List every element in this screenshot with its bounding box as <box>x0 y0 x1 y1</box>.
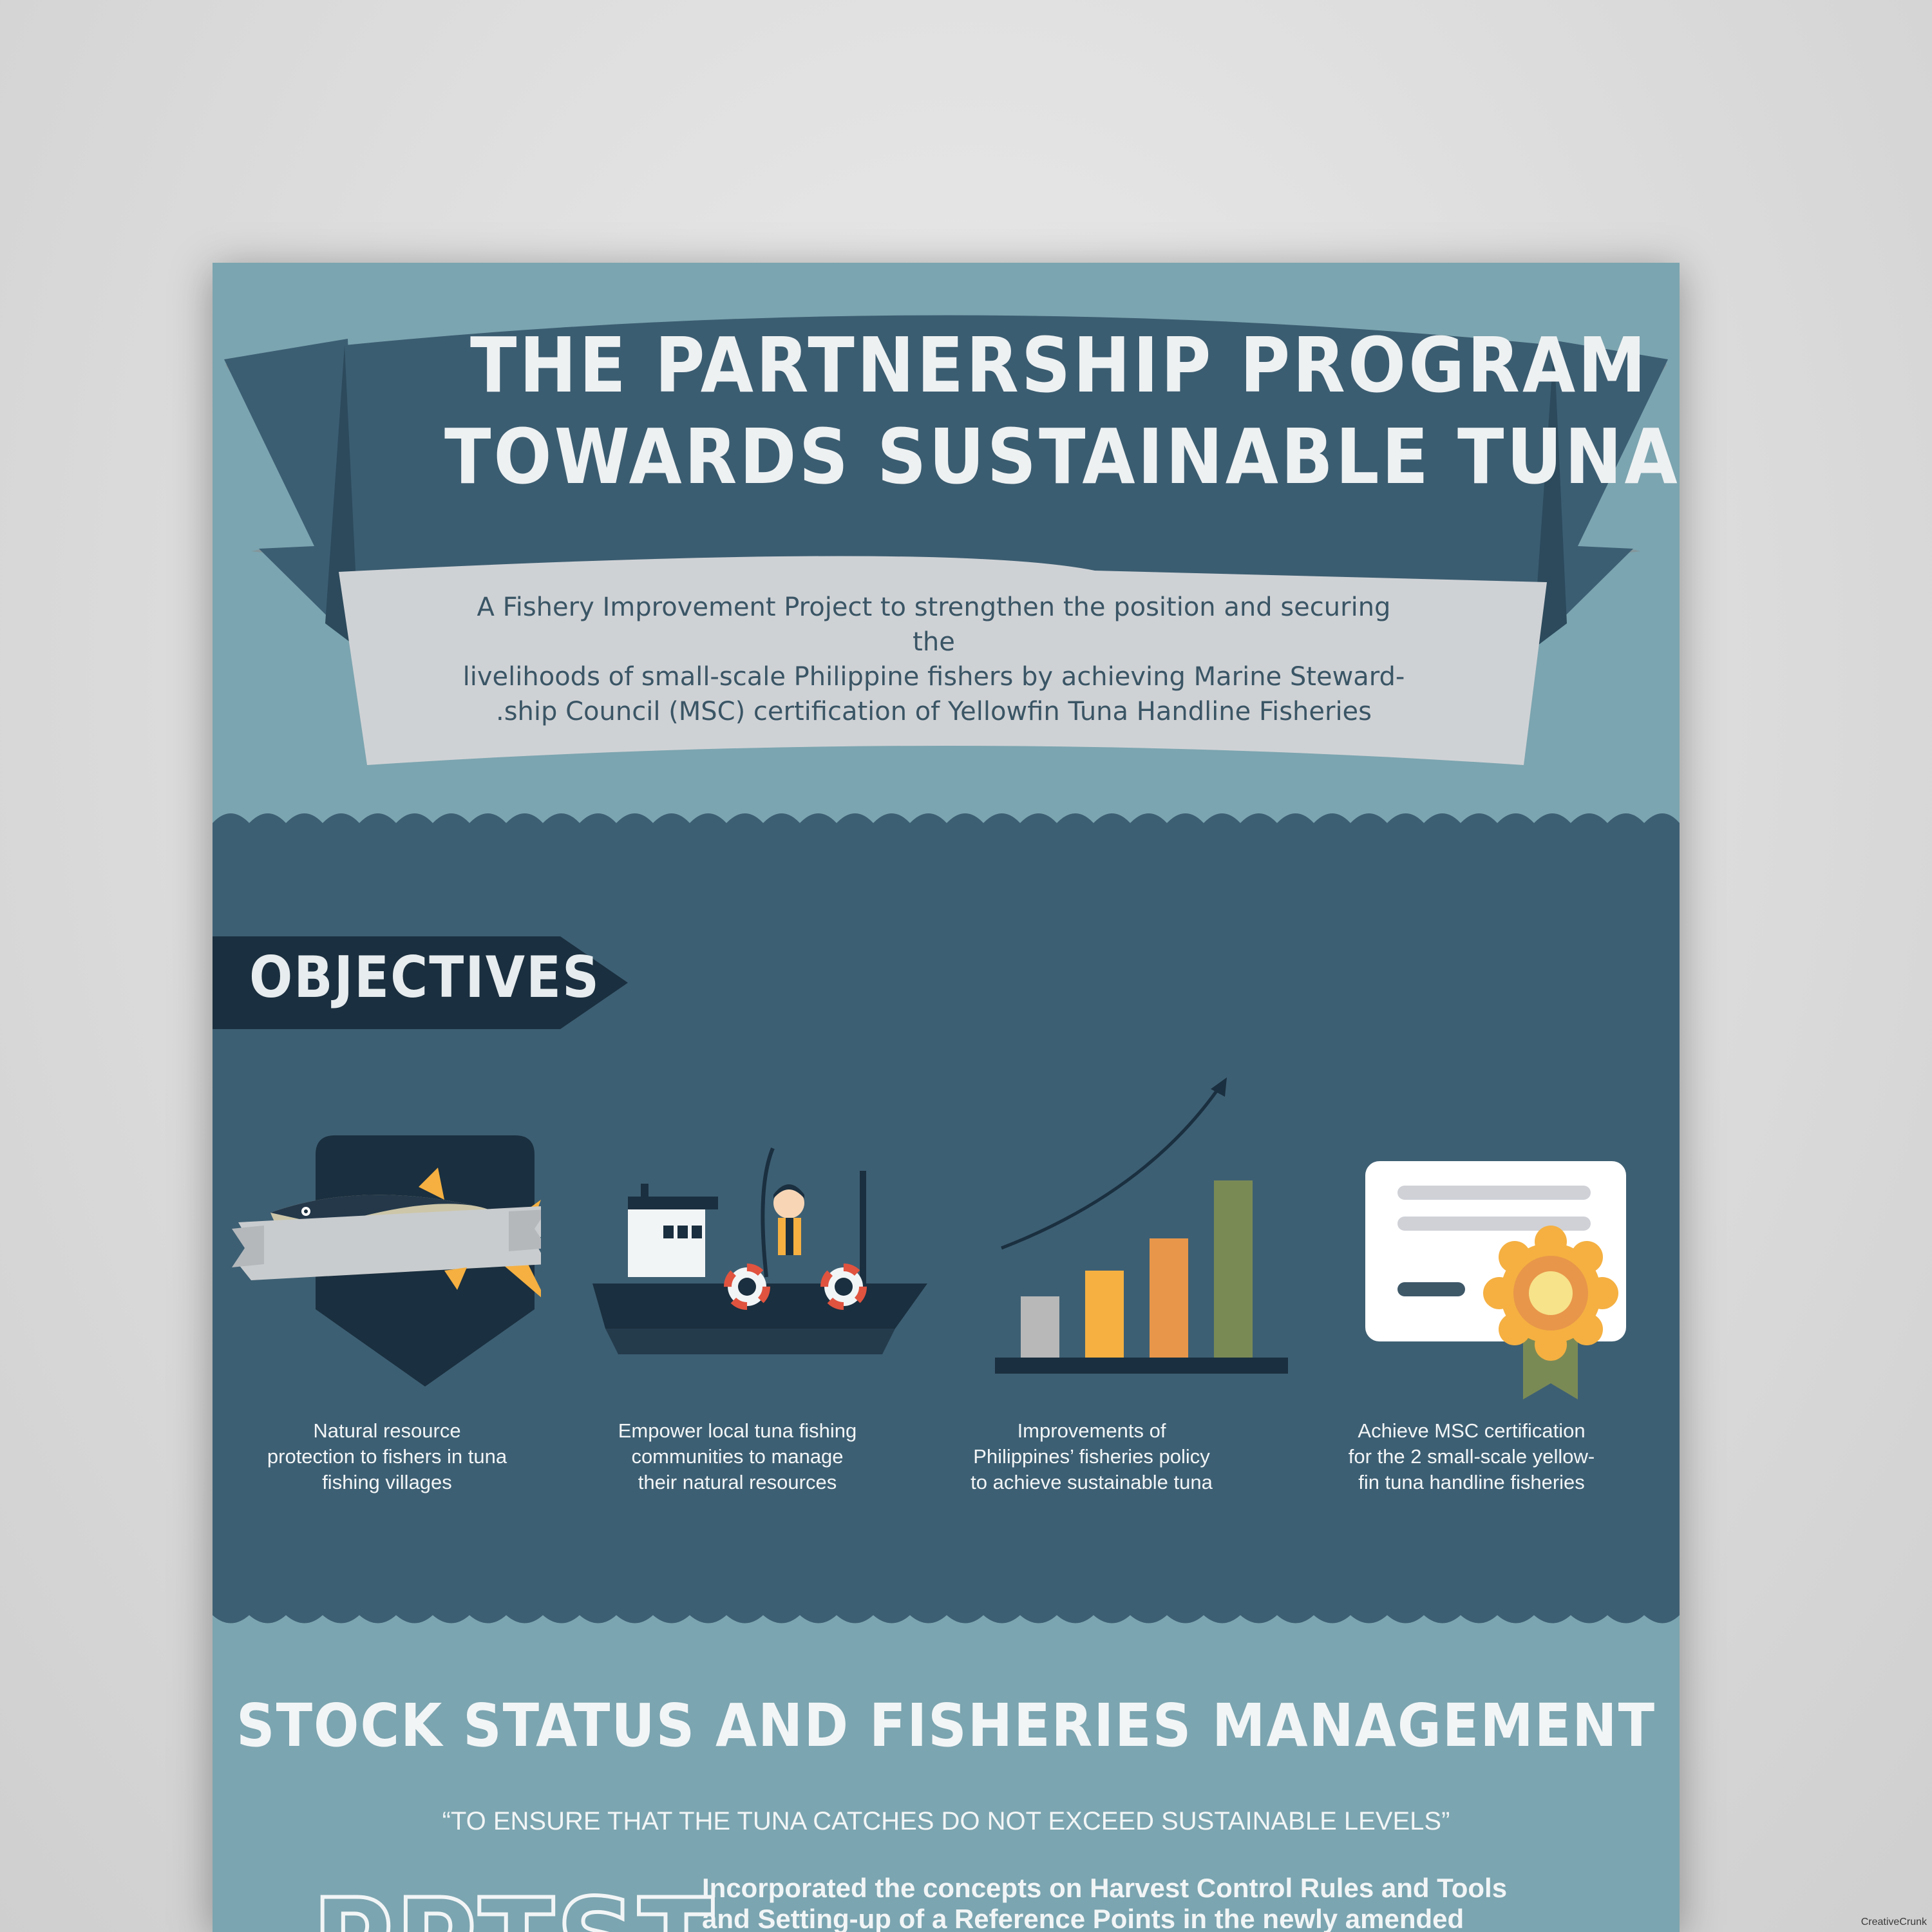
subtitle-band <box>339 556 1547 765</box>
watermark: CreativeCrunk <box>1861 1917 1927 1927</box>
objectives-heading: OBJECTIVES <box>249 944 601 1010</box>
infographic-poster: THE PARTNERSHIP PROGRAM TOWARDS SUSTAINA… <box>213 263 1680 1932</box>
objective-caption-4: Achieve MSC certification for the 2 smal… <box>1333 1418 1610 1495</box>
objective-caption-2: Empower local tuna fishing communities t… <box>599 1418 876 1495</box>
caption-line: Achieve MSC certification <box>1358 1419 1586 1442</box>
caption-line: Improvements of <box>1017 1419 1166 1442</box>
wave-top-edge <box>213 813 1680 842</box>
caption-line: to achieve sustainable tuna <box>971 1471 1213 1493</box>
tuna-shield-icon <box>232 1135 541 1387</box>
growth-chart-icon <box>995 1077 1288 1374</box>
ribbon-fold-right <box>1533 345 1567 649</box>
title-ribbon <box>224 315 1668 765</box>
caption-line: fin tuna handline fisheries <box>1358 1471 1585 1493</box>
caption-line: fishing villages <box>322 1471 452 1493</box>
caption-line: for the 2 small-scale yellow- <box>1348 1445 1595 1468</box>
title-line-1: THE PARTNERSHIP PROGRAM <box>470 321 1649 410</box>
caption-line: Empower local tuna fishing <box>618 1419 857 1442</box>
subtitle: A Fishery Improvement Project to strengt… <box>457 590 1410 729</box>
fishing-boat-icon <box>592 1147 927 1354</box>
stock-body-text: Incorporated the concepts on Harvest Con… <box>702 1873 1623 1932</box>
body-line: and Setting-up of a Reference Points in … <box>702 1904 1464 1932</box>
ribbon-tail-right <box>1533 339 1668 648</box>
wave-bottom-edge <box>213 1602 1680 1624</box>
caption-line: their natural resources <box>638 1471 837 1493</box>
caption-line: protection to fishers in tuna <box>267 1445 507 1468</box>
stock-section-title: STOCK STATUS AND FISHERIES MANAGEMENT <box>236 1691 1656 1760</box>
subtitle-line: A Fishery Improvement Project to strengt… <box>477 592 1391 657</box>
title-line-2: TOWARDS SUSTAINABLE TUNA <box>444 412 1680 501</box>
stock-section-quote: “TO ENSURE THAT THE TUNA CATCHES DO NOT … <box>442 1807 1450 1835</box>
subtitle-line: livelihoods of small-scale Philippine fi… <box>462 662 1405 692</box>
objective-caption-1: Natural resource protection to fishers i… <box>249 1418 526 1495</box>
ribbon-tail-left <box>224 339 359 648</box>
objectives-banner <box>213 936 628 1029</box>
subtitle-line: .ship Council (MSC) certification of Yel… <box>495 697 1372 726</box>
body-line: Incorporated the concepts on Harvest Con… <box>702 1873 1508 1903</box>
certificate-icon <box>1365 1161 1626 1399</box>
pptst-acronym: PPTST <box>310 1871 716 1932</box>
objective-caption-3: Improvements of Philippines’ fisheries p… <box>953 1418 1230 1495</box>
caption-line: Natural resource <box>313 1419 461 1442</box>
caption-line: Philippines’ fisheries policy <box>973 1445 1210 1468</box>
caption-line: communities to manage <box>631 1445 844 1468</box>
